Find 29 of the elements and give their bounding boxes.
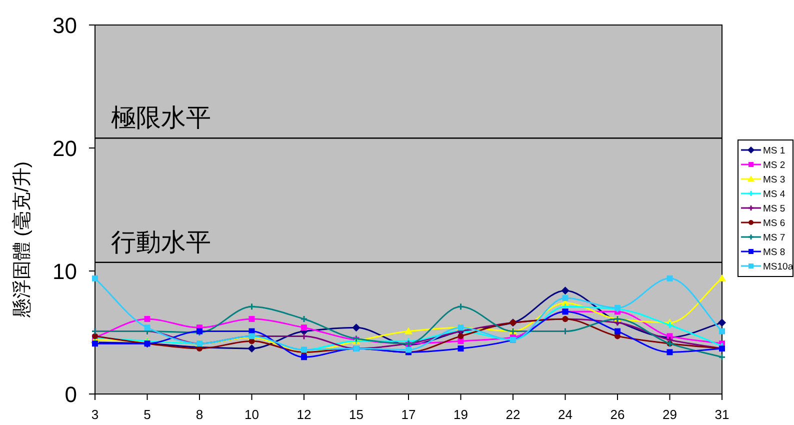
legend-label: MS 5 <box>763 204 786 214</box>
x-tick-label: 26 <box>610 407 625 422</box>
ref-line-label: 行動水平 <box>111 228 211 256</box>
y-tick-label: 30 <box>52 13 77 38</box>
x-tick-label: 31 <box>714 407 730 422</box>
legend-label: MS 2 <box>763 160 786 171</box>
ref-line-label: 極限水平 <box>111 104 211 132</box>
y-tick-label: 0 <box>64 382 77 407</box>
x-tick-label: 3 <box>91 407 99 422</box>
x-tick-label: 8 <box>196 407 204 422</box>
legend-label: MS 1 <box>763 146 786 156</box>
x-tick-label: 29 <box>662 407 677 422</box>
y-tick-label: 20 <box>52 136 77 161</box>
legend-label: MS 3 <box>763 174 786 186</box>
x-tick-label: 5 <box>144 407 151 422</box>
y-axis-title: 懸浮固體 (毫克/升) <box>11 161 33 319</box>
legend-label: MS 4 <box>763 189 786 200</box>
x-tick-label: 19 <box>454 407 468 422</box>
x-tick-label: 24 <box>558 407 572 422</box>
legend-label: MS 8 <box>763 247 786 258</box>
legend-label: MS 6 <box>763 218 786 229</box>
legend-label: MS 7 <box>763 232 786 244</box>
x-tick-label: 15 <box>349 407 364 422</box>
x-tick-label: 12 <box>296 407 312 422</box>
x-tick-label: 17 <box>401 407 416 422</box>
y-tick-label: 10 <box>52 259 77 284</box>
legend-label: MS10a <box>763 262 794 272</box>
x-tick-label: 22 <box>506 407 520 422</box>
x-tick-label: 10 <box>244 407 259 422</box>
